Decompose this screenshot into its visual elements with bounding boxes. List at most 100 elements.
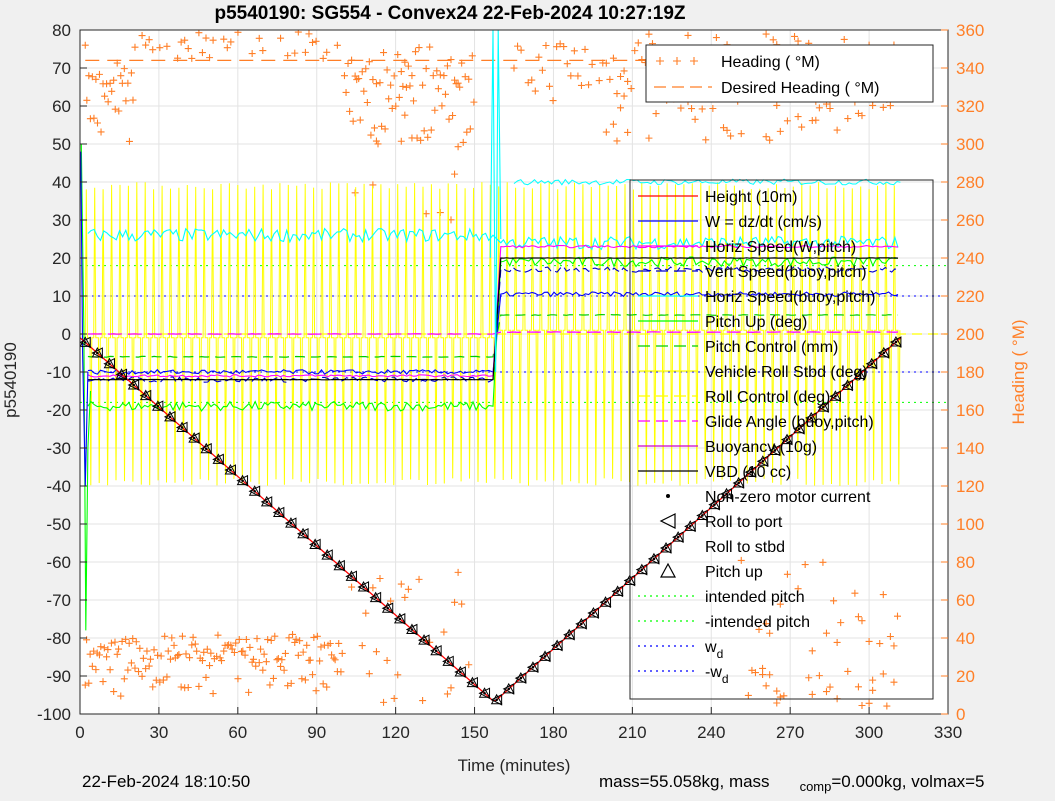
heading-point xyxy=(131,43,139,51)
heading-point xyxy=(720,124,728,132)
heading-point xyxy=(652,110,660,118)
pitch-control-series xyxy=(87,313,899,358)
heading-point xyxy=(556,40,564,48)
heading-point xyxy=(107,639,115,647)
heading-point xyxy=(381,125,389,133)
heading-point xyxy=(348,583,356,591)
heading-point xyxy=(220,35,228,43)
heading-point xyxy=(138,32,146,40)
heading-point xyxy=(355,75,363,83)
y2-tick-label: 60 xyxy=(956,591,975,610)
y-tick-label: 40 xyxy=(52,173,71,192)
heading-point xyxy=(280,666,288,674)
roll-port-marker xyxy=(672,531,684,543)
heading-point xyxy=(218,657,226,665)
heading-point xyxy=(285,634,293,642)
heading-point xyxy=(454,143,462,151)
heading-point xyxy=(351,72,359,80)
heading-point xyxy=(245,688,253,696)
footer-mass-comp-text: =0.000kg, volmax=5 xyxy=(831,772,985,791)
roll-port-marker xyxy=(393,613,406,625)
motor-current-marker xyxy=(531,665,535,669)
heading-point xyxy=(356,116,364,124)
heading-point xyxy=(865,699,873,707)
heading-point xyxy=(161,632,169,640)
heading-point xyxy=(202,34,210,42)
heading-point xyxy=(385,95,393,103)
pitch-up-marker xyxy=(781,433,793,445)
x-tick-label: 330 xyxy=(934,723,962,742)
heading-point xyxy=(289,630,297,638)
heading-point xyxy=(85,72,93,80)
x-tick-label: 270 xyxy=(776,723,804,742)
heading-point xyxy=(433,67,441,75)
vbd-series xyxy=(87,257,899,381)
roll-port-marker xyxy=(333,559,345,572)
heading-point xyxy=(606,75,614,83)
pitch-up-marker xyxy=(599,596,612,607)
heading-point xyxy=(411,48,419,56)
y2-tick-label: 360 xyxy=(956,21,984,40)
heading-point xyxy=(333,41,341,49)
heading-point xyxy=(349,117,357,125)
heading-point xyxy=(886,102,894,110)
heading-point xyxy=(801,561,809,569)
legend-sample-dot xyxy=(666,494,670,498)
y2-tick-label: 320 xyxy=(956,97,984,116)
heading-point xyxy=(535,53,543,61)
heading-point xyxy=(241,651,249,659)
data-series-group xyxy=(80,30,948,710)
heading-point xyxy=(602,59,610,67)
heading-point xyxy=(274,655,282,663)
heading-point xyxy=(312,37,320,45)
heading-point xyxy=(634,39,642,47)
motor-current-marker xyxy=(785,438,789,441)
heading-point xyxy=(794,37,802,45)
heading-point xyxy=(413,134,421,142)
heading-point xyxy=(812,116,820,124)
heading-point xyxy=(783,117,791,125)
heading-point xyxy=(312,687,320,695)
heading-point xyxy=(195,682,203,690)
heading-point xyxy=(122,97,130,105)
heading-point xyxy=(260,650,268,658)
heading-point xyxy=(755,625,763,633)
heading-point xyxy=(783,570,791,578)
heading-point xyxy=(97,643,105,651)
motor-current-marker xyxy=(894,340,898,344)
heading-point xyxy=(298,675,306,683)
heading-point xyxy=(553,43,561,51)
heading-point xyxy=(267,636,275,644)
pitch-up-marker xyxy=(502,682,515,694)
heading-point xyxy=(168,634,176,642)
roll-port-marker xyxy=(454,666,466,678)
roll-port-marker xyxy=(212,453,224,466)
heading-point xyxy=(362,609,370,617)
y-tick-label: -100 xyxy=(37,705,71,724)
heading-legend-label: Desired Heading ( °M) xyxy=(721,80,879,97)
pitch-up-marker xyxy=(442,655,455,666)
heading-point xyxy=(451,598,459,606)
heading-point xyxy=(95,70,103,78)
y2-tick-label: 100 xyxy=(956,515,984,534)
motor-current-marker xyxy=(483,692,486,695)
heading-point xyxy=(106,79,114,87)
roll-port-marker xyxy=(563,628,575,641)
heading-point xyxy=(206,54,214,62)
legend-label: Horiz Speed(W,pitch) xyxy=(705,239,856,256)
motor-current-marker xyxy=(434,649,438,653)
heading-point xyxy=(338,649,346,657)
pitch-up-marker xyxy=(297,527,309,539)
motor-current-marker xyxy=(325,553,329,557)
heading-point xyxy=(110,76,118,84)
heading-point xyxy=(189,633,197,641)
pitch-up-marker xyxy=(369,591,382,603)
roll-port-marker xyxy=(720,487,733,500)
heading-point xyxy=(85,679,93,687)
heading-point xyxy=(129,635,137,643)
heading-point xyxy=(264,636,272,644)
heading-point xyxy=(330,654,338,662)
heading-point xyxy=(120,65,128,73)
heading-point xyxy=(399,82,407,90)
heading-point xyxy=(441,90,449,98)
